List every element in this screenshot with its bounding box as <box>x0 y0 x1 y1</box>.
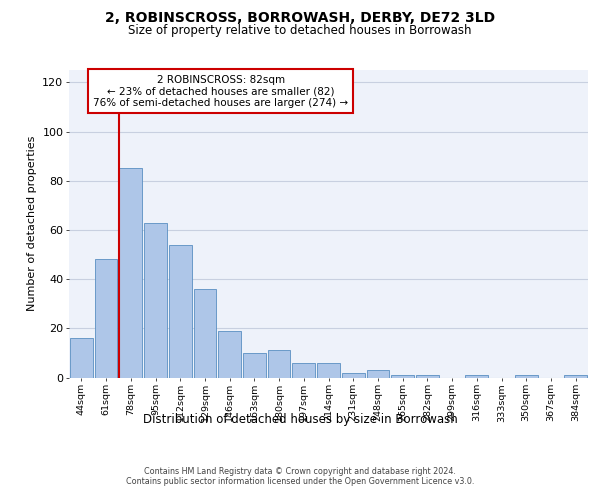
Bar <box>416 375 439 378</box>
Bar <box>391 375 414 378</box>
Bar <box>119 168 142 378</box>
Y-axis label: Number of detached properties: Number of detached properties <box>27 136 37 312</box>
Text: 2 ROBINSCROSS: 82sqm
← 23% of detached houses are smaller (82)
76% of semi-detac: 2 ROBINSCROSS: 82sqm ← 23% of detached h… <box>93 74 348 108</box>
Bar <box>564 375 587 378</box>
Text: Distribution of detached houses by size in Borrowash: Distribution of detached houses by size … <box>143 412 457 426</box>
Bar <box>144 222 167 378</box>
Bar <box>194 289 216 378</box>
Bar <box>70 338 93 378</box>
Bar <box>243 353 266 378</box>
Bar <box>466 375 488 378</box>
Bar <box>367 370 389 378</box>
Bar <box>95 260 118 378</box>
Text: Contains HM Land Registry data © Crown copyright and database right 2024.: Contains HM Land Registry data © Crown c… <box>144 468 456 476</box>
Text: Size of property relative to detached houses in Borrowash: Size of property relative to detached ho… <box>128 24 472 37</box>
Bar <box>317 362 340 378</box>
Text: 2, ROBINSCROSS, BORROWASH, DERBY, DE72 3LD: 2, ROBINSCROSS, BORROWASH, DERBY, DE72 3… <box>105 11 495 25</box>
Text: Contains public sector information licensed under the Open Government Licence v3: Contains public sector information licen… <box>126 478 474 486</box>
Bar <box>515 375 538 378</box>
Bar <box>292 362 315 378</box>
Bar <box>169 244 191 378</box>
Bar <box>218 331 241 378</box>
Bar <box>342 372 365 378</box>
Bar <box>268 350 290 378</box>
